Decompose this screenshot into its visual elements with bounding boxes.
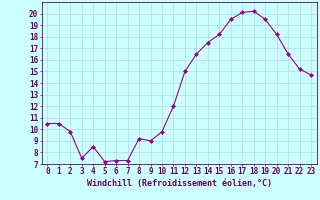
X-axis label: Windchill (Refroidissement éolien,°C): Windchill (Refroidissement éolien,°C) <box>87 179 272 188</box>
